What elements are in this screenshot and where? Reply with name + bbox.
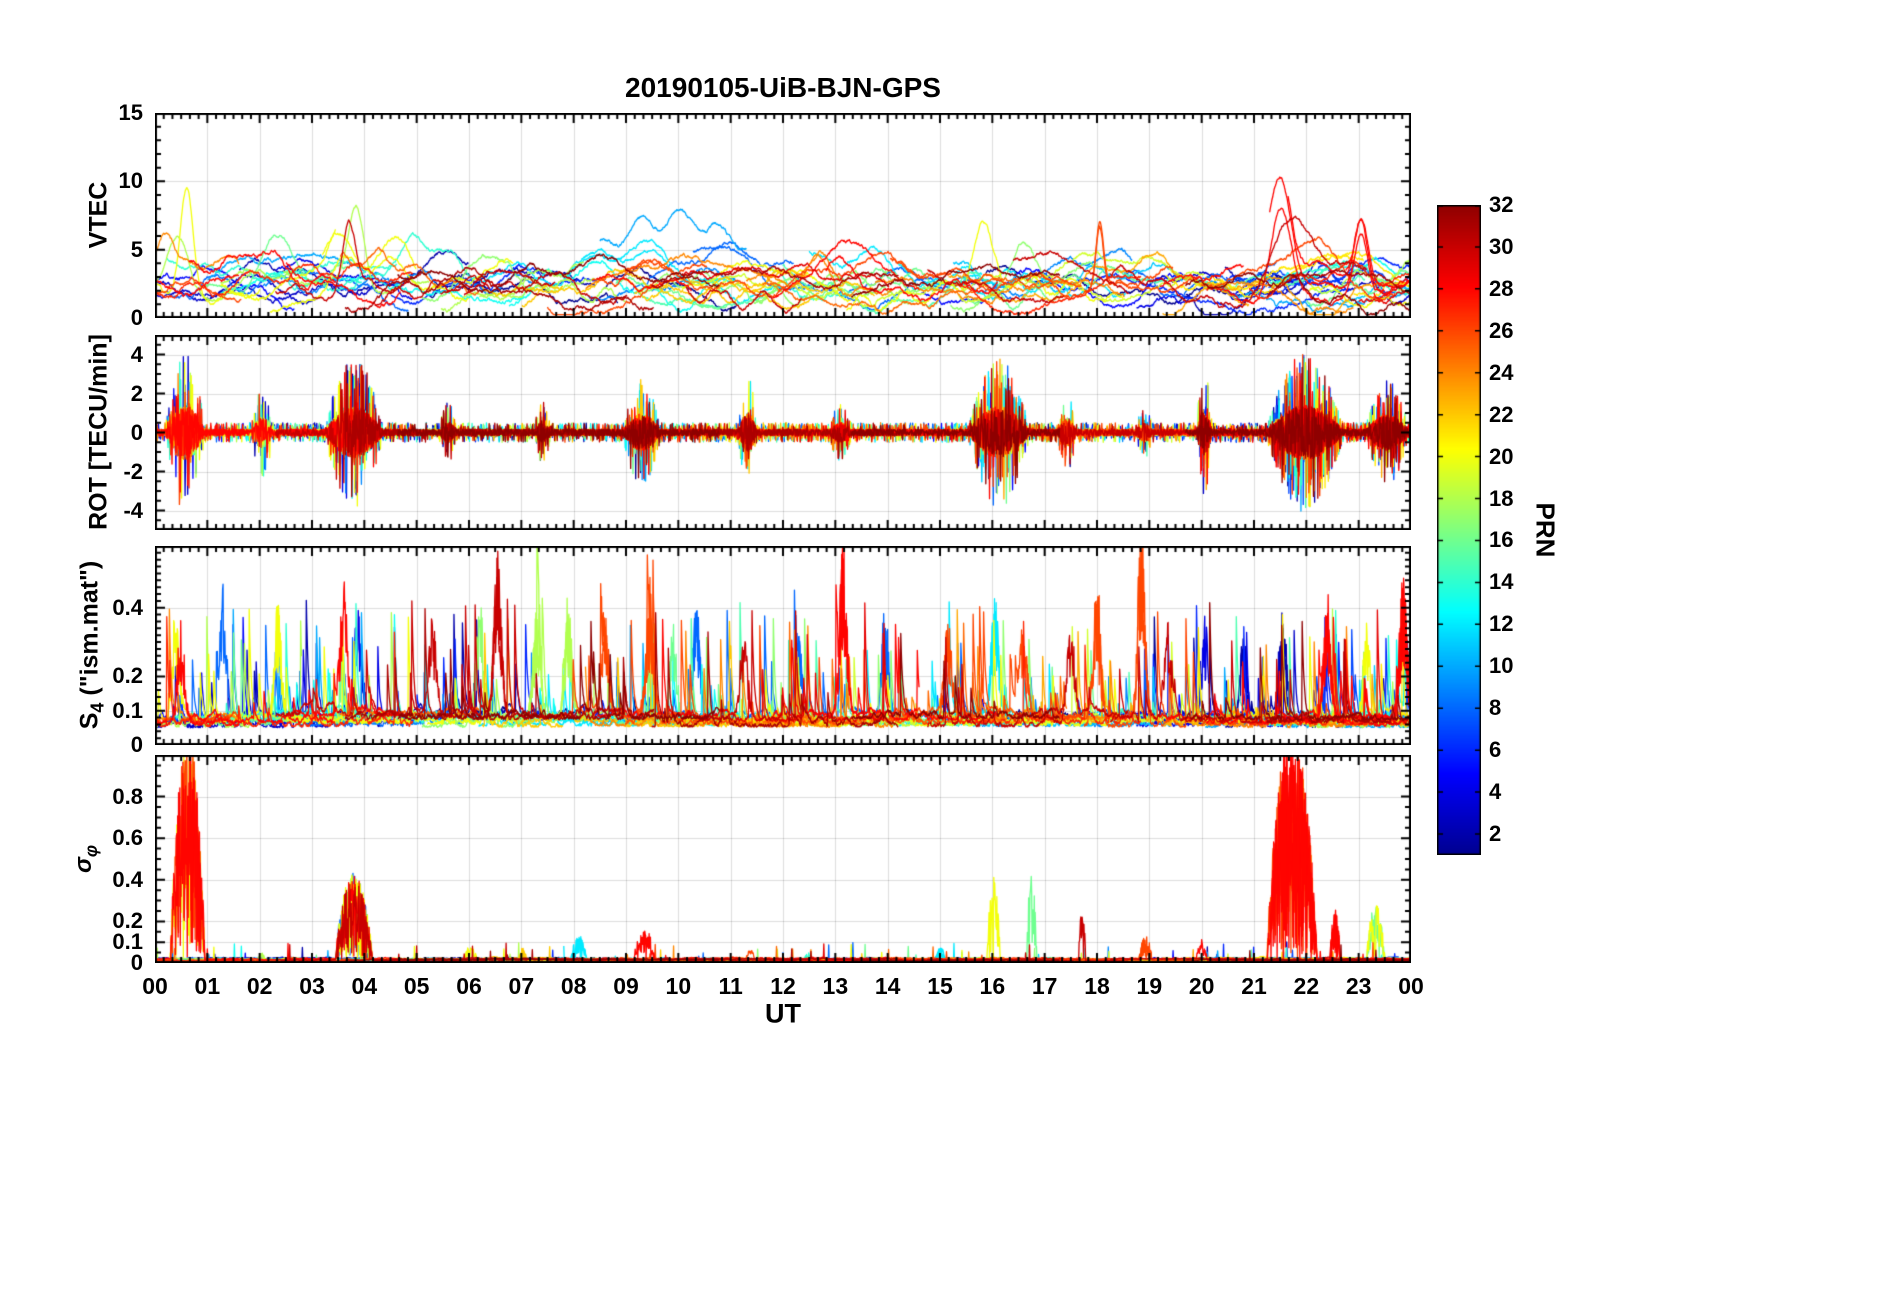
y-tick-label-s4: 0 xyxy=(130,732,143,757)
x-tick-label: 06 xyxy=(456,973,482,999)
y-tick-label-vtec: 15 xyxy=(118,100,143,125)
y-tick-label-sigma_phi: 0.1 xyxy=(112,929,143,955)
x-tick-label: 23 xyxy=(1345,973,1372,999)
y-tick-label-s4: 0.4 xyxy=(112,594,143,620)
colorbar-tick-label: 2 xyxy=(1489,821,1502,847)
x-tick-label: 22 xyxy=(1293,973,1320,999)
colorbar-tick-label: 32 xyxy=(1489,192,1514,217)
y-tick-label-sigma_phi: 0.6 xyxy=(112,825,143,851)
y-tick-label-s4: 0.1 xyxy=(112,697,143,723)
colorbar-tick-label: 4 xyxy=(1489,779,1502,805)
x-tick-label: 04 xyxy=(351,973,378,999)
x-tick-label: 02 xyxy=(246,973,273,999)
colorbar-tick-label: 30 xyxy=(1489,233,1514,259)
colorbar-tick-label: 24 xyxy=(1489,359,1514,385)
x-tick-label: 09 xyxy=(613,973,639,999)
colorbar-tick-label: 8 xyxy=(1489,695,1502,721)
colorbar-tick-label: 22 xyxy=(1489,401,1514,427)
x-tick-label: 13 xyxy=(822,973,849,999)
x-tick-label: 05 xyxy=(403,973,430,999)
x-tick-label: 21 xyxy=(1241,973,1267,999)
y-tick-label-vtec: 5 xyxy=(130,236,143,262)
x-tick-label: 01 xyxy=(194,973,221,999)
y-tick-label-rot: 0 xyxy=(130,419,143,445)
x-tick-label: 00 xyxy=(142,973,168,999)
panel-vtec xyxy=(155,113,1411,318)
colorbar-tick-label: 28 xyxy=(1489,275,1514,301)
y-tick-label-sigma_phi: 0 xyxy=(130,950,143,975)
y-tick-label-vtec: 10 xyxy=(118,168,143,194)
x-tick-label: 07 xyxy=(508,973,535,999)
y-tick-label-rot: 4 xyxy=(130,341,143,367)
y-tick-label-rot: 2 xyxy=(130,380,143,406)
y-tick-label-rot: -4 xyxy=(123,497,143,523)
x-tick-label: 18 xyxy=(1084,973,1110,999)
y-tick-label-s4: 0.2 xyxy=(112,663,143,689)
colorbar-tick-label: 12 xyxy=(1489,611,1514,637)
x-tick-label: 20 xyxy=(1188,973,1215,999)
y-tick-label-vtec: 0 xyxy=(130,305,143,330)
x-tick-label: 00 xyxy=(1398,973,1424,999)
y-tick-label-rot: -2 xyxy=(123,458,143,484)
x-tick-label: 15 xyxy=(927,973,953,999)
x-axis-label: UT xyxy=(765,998,801,1029)
chart-title: 20190105-UiB-BJN-GPS xyxy=(625,72,941,103)
x-tick-label: 14 xyxy=(874,973,901,999)
colorbar xyxy=(1437,205,1481,855)
x-tick-label: 12 xyxy=(770,973,796,999)
colorbar-tick-label: 18 xyxy=(1489,485,1514,511)
colorbar-tick-label: 20 xyxy=(1489,443,1514,469)
x-tick-label: 16 xyxy=(979,973,1006,999)
y-tick-label-sigma_phi: 0.4 xyxy=(112,866,143,892)
y-tick-label-sigma_phi: 0.2 xyxy=(112,908,143,934)
x-tick-label: 19 xyxy=(1136,973,1163,999)
panel-rot xyxy=(155,335,1411,530)
colorbar-tick-label: 16 xyxy=(1489,527,1514,553)
colorbar-tick-label: 6 xyxy=(1489,737,1502,763)
panel-sigma_phi xyxy=(155,755,1411,963)
y-tick-label-sigma_phi: 0.8 xyxy=(112,783,143,809)
x-tick-label: 03 xyxy=(299,973,325,999)
x-tick-label: 17 xyxy=(1031,973,1058,999)
panel-s4 xyxy=(155,546,1411,745)
x-tick-label: 08 xyxy=(560,973,587,999)
x-tick-label: 10 xyxy=(665,973,692,999)
colorbar-tick-label: 14 xyxy=(1489,569,1514,595)
x-tick-label: 11 xyxy=(718,973,743,999)
colorbar-tick-label: 26 xyxy=(1489,317,1514,343)
colorbar-tick-label: 10 xyxy=(1489,653,1514,679)
